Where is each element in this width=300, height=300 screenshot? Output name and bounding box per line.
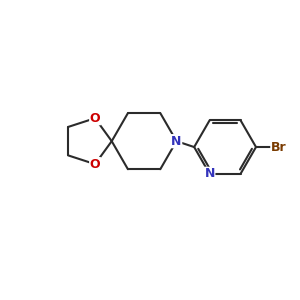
Text: N: N: [204, 167, 215, 180]
Text: O: O: [90, 158, 101, 171]
Text: N: N: [171, 135, 182, 148]
Text: Br: Br: [271, 141, 286, 154]
Text: O: O: [90, 112, 101, 125]
